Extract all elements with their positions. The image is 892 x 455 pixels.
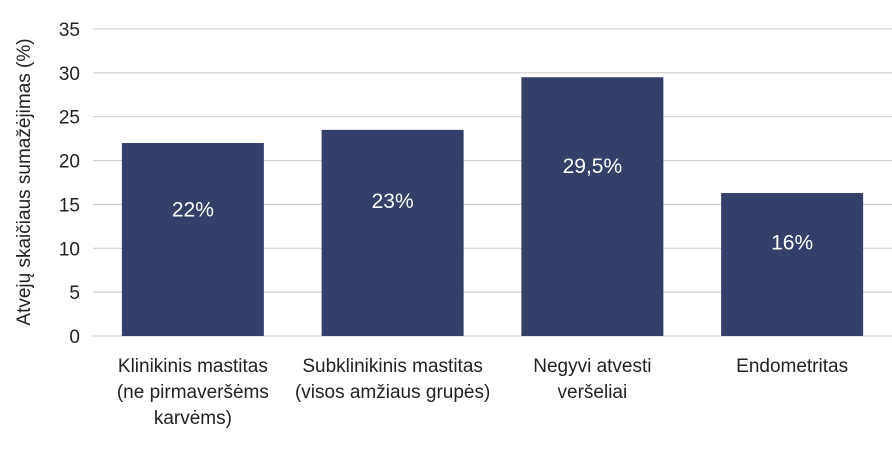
- y-tick-label: 35: [59, 20, 80, 41]
- y-tick-label: 25: [59, 108, 80, 129]
- y-tick-label: 15: [59, 195, 80, 216]
- data-label: 29,5%: [563, 155, 623, 178]
- y-axis-label: Atvejų skaičiaus sumažėjimas (%): [14, 38, 35, 325]
- bars: [121, 77, 864, 336]
- data-labels: 22% 23% 29,5% 16%: [172, 155, 813, 254]
- category-label: (visos amžiaus grupės): [295, 382, 490, 403]
- y-tick-label: 10: [59, 239, 80, 260]
- category-label: Endometritas: [736, 356, 848, 377]
- category-label: veršeliai: [558, 382, 628, 403]
- bar: [721, 193, 864, 336]
- category-label: Negyvi atvesti: [533, 356, 651, 377]
- bar: [521, 77, 664, 336]
- bar: [321, 129, 464, 336]
- data-label: 16%: [771, 232, 813, 255]
- y-tick-label: 30: [59, 64, 80, 85]
- bar: [121, 143, 264, 336]
- y-axis-ticks: 0 5 10 15 20 25 30 35: [59, 20, 80, 348]
- y-tick-label: 0: [69, 327, 80, 348]
- x-axis-categories: Klinikinis mastitas (ne pirmaveršėms karvė…: [117, 356, 848, 429]
- category-label: Klinikinis mastitas: [118, 356, 268, 377]
- data-label: 22%: [172, 199, 214, 222]
- category-label: (ne pirmaveršėms: [117, 382, 269, 403]
- data-label: 23%: [372, 190, 414, 213]
- category-label: karvėms): [154, 408, 232, 429]
- y-tick-label: 5: [69, 283, 80, 304]
- category-label: Subklinikinis mastitas: [302, 356, 483, 377]
- y-tick-label: 20: [59, 152, 80, 173]
